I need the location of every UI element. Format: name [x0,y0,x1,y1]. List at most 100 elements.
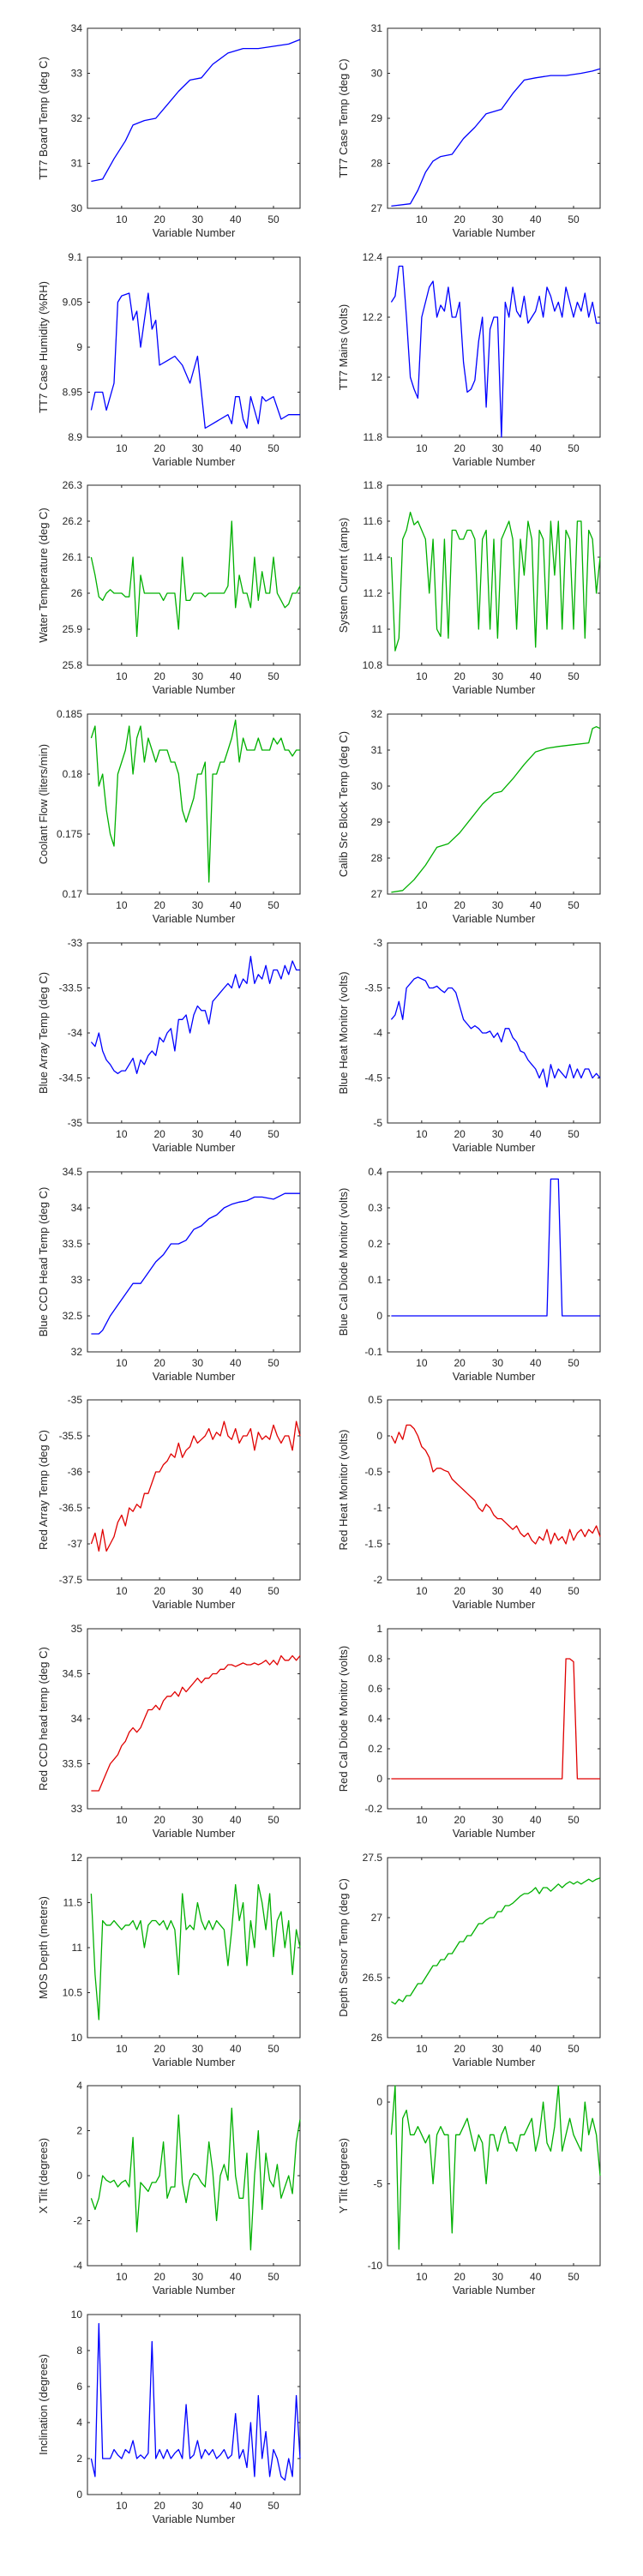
y-tick-label: 12 [371,371,383,383]
y-axis-label: TT7 Board Temp (deg C) [37,57,50,180]
chart-panel-19: -4 -2 0 2 4 10 20 30 40 50 Variable Number X Tilt (… [37,2080,301,2297]
x-tick-label: 40 [530,1814,542,1826]
x-tick-label: 30 [192,1128,204,1140]
y-tick-label: 11 [372,623,383,635]
y-tick-label: 34 [71,1202,83,1214]
y-tick-label: 31 [371,744,383,756]
x-tick-label: 50 [568,2271,580,2283]
x-tick-label: 50 [568,899,580,911]
y-tick-label: 11.4 [364,551,383,563]
y-axis-label: TT7 Mains (volts) [337,304,350,390]
x-tick-label: 10 [416,442,428,454]
y-tick-label: 9.1 [68,251,82,263]
y-axis-label: Red CCD head temp (deg C) [37,1647,50,1791]
x-tick-label: 20 [153,2500,165,2512]
y-tick-label: 12 [71,1852,83,1864]
x-tick-label: 20 [153,899,165,911]
x-axis-label: Variable Number [153,2056,236,2069]
x-tick-label: 20 [153,1585,165,1597]
y-tick-label: 11 [72,1942,83,1954]
y-tick-label: 27 [371,202,383,214]
x-axis-label: Variable Number [153,226,236,239]
y-tick-label: 0.185 [57,708,82,720]
y-tick-label: 11.8 [364,431,383,443]
x-tick-label: 10 [416,670,428,682]
x-tick-label: 20 [454,1585,466,1597]
x-tick-label: 50 [267,1814,279,1826]
y-tick-label: 26 [371,2032,383,2044]
x-tick-label: 50 [568,670,580,682]
x-tick-label: 10 [416,1814,428,1826]
x-tick-label: 10 [116,213,128,225]
plot-frame [87,1628,301,1810]
x-tick-label: 10 [116,1357,128,1369]
y-axis-label: Depth Sensor Temp (deg C) [337,1878,350,2017]
y-tick-label: 33 [71,1274,83,1286]
x-tick-label: 20 [454,1814,466,1826]
y-tick-label: -5 [373,1117,382,1129]
data-series-line [90,1420,301,1552]
data-series-line [390,976,601,1088]
plot-frame [87,2085,301,2267]
y-axis-label: Blue CCD Head Temp (deg C) [37,1187,50,1337]
plot-frame [87,27,301,209]
y-tick-label: 0.2 [368,1743,382,1755]
x-axis-label: Variable Number [453,1598,536,1611]
x-tick-label: 40 [530,1357,542,1369]
x-tick-label: 10 [116,899,128,911]
data-series-line [391,1658,600,1780]
x-axis-label: Variable Number [153,2284,236,2297]
x-tick-label: 40 [230,670,242,682]
y-tick-label: 2 [76,2125,82,2137]
x-tick-label: 30 [492,670,504,682]
x-tick-label: 40 [230,2500,242,2512]
plot-frame [387,484,601,666]
y-axis-label: Blue Heat Monitor (volts) [337,971,350,1094]
y-axis-label: Inclination (degrees) [37,2354,50,2455]
y-tick-label: 4 [76,2417,82,2429]
x-tick-label: 30 [492,213,504,225]
chart-panel-7: 0.17 0.175 0.18 0.185 10 20 30 40 50 Variable Num… [37,708,301,925]
plot-frame [87,1399,301,1581]
x-tick-label: 10 [116,1814,128,1826]
plot-frame [87,484,301,666]
y-tick-label: -4.5 [364,1072,382,1084]
x-tick-label: 20 [153,213,165,225]
data-series-line [390,1424,601,1545]
x-tick-label: 10 [116,670,128,682]
x-tick-label: 20 [454,1357,466,1369]
y-tick-label: 0.5 [368,1394,382,1406]
y-tick-label: -35.5 [59,1430,83,1442]
x-tick-label: 10 [116,442,128,454]
y-tick-label: 32.5 [63,1310,83,1322]
x-tick-label: 50 [267,2500,279,2512]
x-tick-label: 40 [230,213,242,225]
plot-frame [387,1857,601,2039]
chart-panel-3: 8.9 8.95 9 9.05 9.1 10 20 30 40 50 Variable Number… [37,251,301,468]
y-axis-label: Calib Src Block Temp (deg C) [337,731,350,877]
chart-panel-1: 30 31 32 33 34 10 20 30 40 50 Variable Number TT7 B… [37,22,301,239]
x-tick-label: 40 [530,2271,542,2283]
chart-panel-5: 25.8 25.9 26 26.1 26.2 26.3 10 20 30 40 50 Variable… [37,479,301,696]
x-tick-label: 40 [530,1585,542,1597]
chart-panel-15: 33 33.5 34 34.5 35 10 20 30 40 50 Variable Number R… [37,1623,301,1840]
y-tick-label: 26.5 [363,1972,383,1984]
y-tick-label: 27.5 [363,1852,383,1864]
x-tick-label: 40 [230,1814,242,1826]
data-series-line [90,520,301,638]
x-tick-label: 10 [416,899,428,911]
x-axis-label: Variable Number [153,2513,236,2525]
plot-frame [387,713,601,895]
y-tick-label: 8.95 [63,387,83,399]
y-tick-label: -5 [373,2178,382,2190]
x-tick-label: 50 [568,1128,580,1140]
x-tick-label: 10 [116,2271,128,2283]
y-tick-label: 27 [371,1912,383,1924]
y-tick-label: 11.2 [364,587,383,599]
y-tick-label: -4 [73,2260,82,2272]
x-tick-label: 50 [568,1814,580,1826]
data-series-line [391,1178,600,1317]
x-axis-label: Variable Number [453,2284,536,2297]
y-axis-label: Red Heat Monitor (volts) [337,1430,350,1551]
x-tick-label: 10 [416,2271,428,2283]
